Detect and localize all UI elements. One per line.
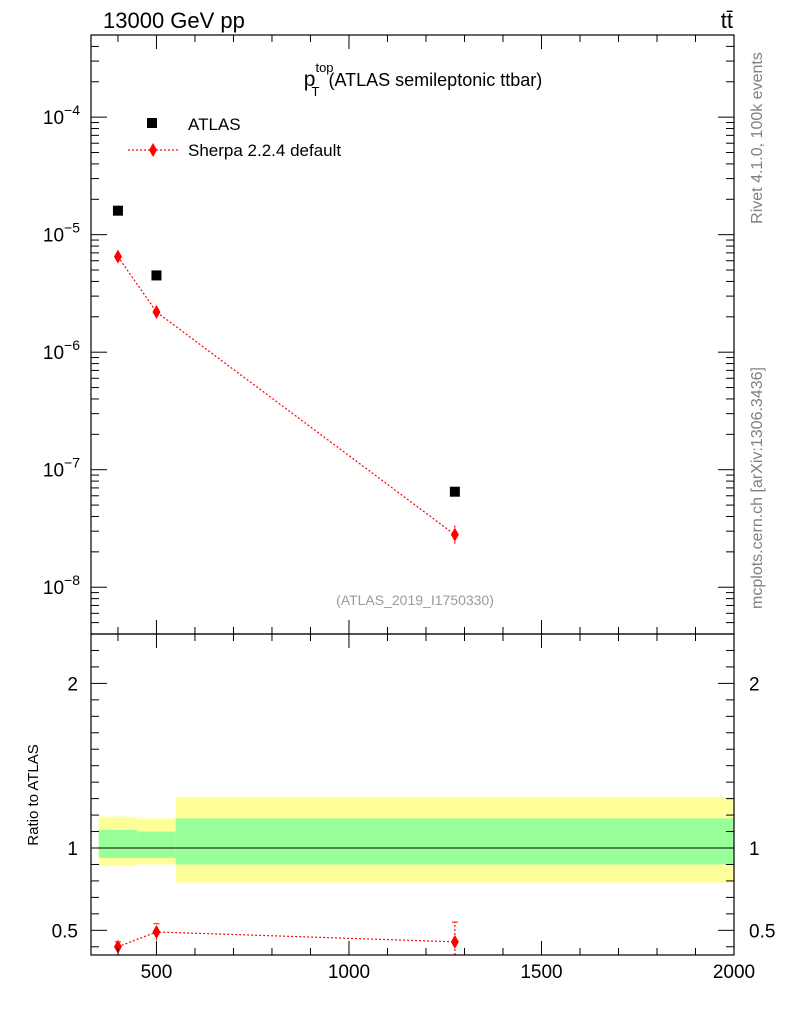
- process-label: tt̄: [721, 8, 733, 33]
- sherpa-point: [113, 249, 122, 264]
- observable-title: ptop T (ATLAS semileptonic ttbar): [304, 60, 542, 99]
- collision-title: 13000 GeV pp: [103, 8, 245, 33]
- atlas-point: [151, 270, 162, 281]
- ratio-axis-label: Ratio to ATLAS: [25, 744, 42, 845]
- x-tick-label: 1000: [328, 962, 370, 983]
- legend-atlas-marker: [147, 118, 157, 128]
- atlas-point: [449, 486, 460, 497]
- main-panel: 10−8 10−7 10−6 10−5 10−4 ptop T (ATLAS semile…: [43, 34, 735, 635]
- title-p: p: [304, 68, 316, 91]
- legend: ATLAS Sherpa 2.2.4 default: [128, 115, 341, 160]
- ratio-stat-uncertainty-band: [98, 829, 138, 858]
- ratio-y-tick-label-right: 2: [749, 674, 760, 695]
- ratio-frame: [90, 633, 735, 956]
- x-tick-label: 500: [141, 962, 173, 983]
- y-tick-label: 10−6: [43, 337, 80, 364]
- mcplots-reference-label: mcplots.cern.ch [arXiv:1306.3436]: [749, 367, 766, 609]
- ratio-y-tick-label: 2: [67, 674, 78, 695]
- sherpa-point: [152, 304, 161, 319]
- ratio-y-tick-label-right: 1: [749, 839, 760, 860]
- atlas-point: [112, 205, 123, 216]
- x-tick-label: 1500: [520, 962, 562, 983]
- ratio-sherpa-point: [113, 939, 122, 954]
- y-tick-label: 10−7: [43, 455, 80, 482]
- sherpa-line: [117, 256, 456, 536]
- ratio-sherpa-point: [450, 934, 459, 949]
- legend-sherpa-marker: [149, 143, 157, 157]
- title-subscript: T: [312, 84, 320, 99]
- y-tick-label: 10−4: [43, 102, 80, 129]
- ratio-y-tick-label: 1: [67, 839, 78, 860]
- legend-atlas-label: ATLAS: [188, 115, 241, 134]
- title-description: (ATLAS semileptonic ttbar): [323, 70, 542, 90]
- ratio-sherpa-point: [152, 924, 161, 939]
- y-tick-label: 10−8: [43, 572, 80, 599]
- ratio-stat-uncertainty-band: [137, 831, 176, 858]
- ratio-sherpa-line: [117, 931, 455, 948]
- ratio-panel: 0.5 0.5 1 1 2 2 500 1000 1500 2000 Ratio to ATLA…: [25, 633, 775, 983]
- sherpa-point: [450, 527, 459, 542]
- legend-sherpa-label: Sherpa 2.2.4 default: [188, 141, 341, 160]
- ratio-y-tick-label-right: 0.5: [749, 921, 775, 942]
- ratio-stat-uncertainty-band: [175, 818, 734, 865]
- rivet-version-label: Rivet 4.1.0, 100k events: [749, 52, 766, 224]
- y-tick-label: 10−5: [43, 220, 80, 247]
- analysis-watermark: (ATLAS_2019_I1750330): [336, 592, 494, 608]
- ratio-y-tick-label: 0.5: [52, 921, 78, 942]
- title-superscript: top: [315, 60, 333, 75]
- x-tick-label: 2000: [713, 962, 755, 983]
